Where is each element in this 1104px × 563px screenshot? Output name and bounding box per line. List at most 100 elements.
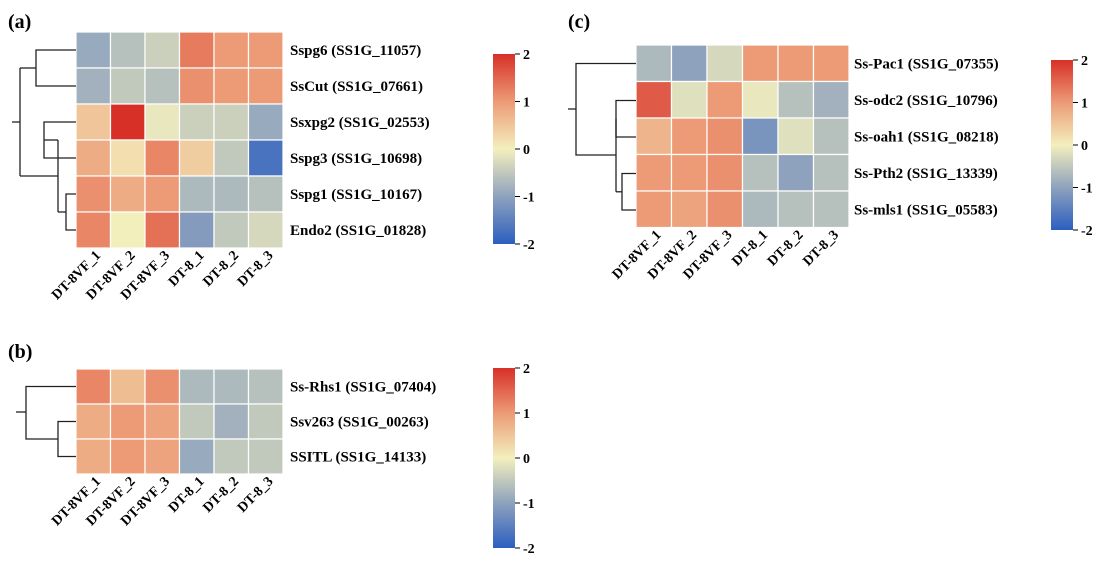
heatmap-cell	[178, 368, 215, 405]
colorbar	[493, 54, 515, 244]
heatmap-cell	[109, 103, 146, 141]
column-label: DT-8_3	[235, 248, 277, 290]
heatmap-cell	[812, 153, 850, 192]
heatmap-cell	[247, 175, 284, 213]
heatmap-cell	[178, 31, 215, 69]
heatmap-cell	[213, 103, 250, 141]
heatmap-cell	[75, 368, 112, 405]
heatmap-cell	[635, 80, 673, 119]
heatmap-cell	[144, 175, 181, 213]
colorbar-tick-label: 2	[1081, 54, 1088, 69]
column-label: DT-8_2	[765, 228, 807, 270]
panel-label: (b)	[8, 341, 32, 363]
heatmap-cell	[178, 103, 215, 141]
row-label: Sspg3 (SS1G_10698)	[290, 151, 422, 167]
heatmap-cell	[777, 190, 815, 229]
heatmap-cell	[812, 80, 850, 119]
heatmap-cell	[777, 80, 815, 119]
heatmap-cell	[109, 403, 146, 440]
row-label: Ss-Pth2 (SS1G_13339)	[854, 166, 998, 182]
heatmap-cell	[635, 190, 673, 229]
row-label: SSITL (SS1G_14133)	[290, 450, 426, 466]
heatmap-cell	[178, 211, 215, 249]
colorbar-tick-label: -1	[523, 497, 535, 512]
heatmap-cell	[213, 31, 250, 69]
heatmap-cell	[213, 438, 250, 475]
colorbar-tick-label: 1	[523, 407, 530, 422]
heatmap-cell	[144, 403, 181, 440]
heatmap-cell	[178, 175, 215, 213]
heatmap-cell	[144, 139, 181, 177]
dendrogram-branch	[57, 420, 76, 458]
heatmap-cell	[144, 103, 181, 141]
heatmap-cell	[144, 67, 181, 105]
heatmap-cell	[741, 44, 779, 83]
dendrogram-branch	[35, 49, 76, 87]
heatmap-cell	[670, 80, 708, 119]
heatmap-cell	[109, 139, 146, 177]
colorbar-tick-label: 0	[523, 452, 530, 467]
heatmap-cell	[812, 44, 850, 83]
heatmap-cell	[178, 403, 215, 440]
heatmap-cell	[635, 153, 673, 192]
heatmap-cell	[741, 80, 779, 119]
row-label: Sspg6 (SS1G_11057)	[290, 43, 421, 59]
heatmap-cell	[247, 139, 284, 177]
heatmap-panel-1: (b) Ss-Rhs1 (SS1G_07404) Ssv263 (SS1G_0026…	[8, 341, 535, 557]
colorbar	[493, 368, 515, 548]
heatmap-cell	[812, 190, 850, 229]
column-label: DT-8_1	[166, 248, 208, 290]
heatmap-cell	[144, 31, 181, 69]
colorbar-tick-label: -2	[523, 542, 535, 557]
heatmap-cell	[670, 117, 708, 156]
heatmap-cell	[670, 44, 708, 83]
heatmap-cell	[213, 403, 250, 440]
colorbar-tick-label: 0	[1081, 139, 1088, 154]
heatmap-cell	[741, 153, 779, 192]
heatmap-cell	[706, 117, 744, 156]
heatmap-cell	[706, 80, 744, 119]
row-label: Ss-odc2 (SS1G_10796)	[854, 93, 998, 109]
heatmap-panel-0: (a) Sspg6 (SS1G_11057) SsCut (SS1G_07661) S…	[8, 11, 535, 303]
heatmap-cell	[706, 153, 744, 192]
heatmap-cell	[706, 44, 744, 83]
heatmap-cell	[247, 31, 284, 69]
heatmap-cell	[109, 175, 146, 213]
colorbar-tick-label: -2	[523, 238, 535, 253]
column-label: DT-8_3	[800, 228, 842, 270]
heatmap-cell	[75, 103, 112, 141]
row-label: Ss-oah1 (SS1G_08218)	[854, 129, 999, 145]
heatmap-cell	[213, 139, 250, 177]
row-label: Ss-Rhs1 (SS1G_07404)	[290, 380, 436, 396]
row-label: Ssv263 (SS1G_00263)	[290, 415, 429, 431]
heatmap-cell	[777, 117, 815, 156]
heatmap-cell	[741, 190, 779, 229]
heatmap-cell	[109, 368, 146, 405]
heatmap-cell	[75, 438, 112, 475]
heatmap-panel-2: (c) Ss-Pac1 (SS1G_07355) Ss-odc2 (SS1G_107…	[568, 11, 1093, 283]
heatmap-cell	[109, 438, 146, 475]
dendrogram-branch	[615, 99, 636, 138]
heatmap-cell	[635, 44, 673, 83]
dendrogram-branch	[621, 172, 636, 211]
colorbar-tick-label: 1	[1081, 97, 1088, 112]
row-label: Sspg1 (SS1G_10167)	[290, 187, 422, 203]
column-label: DT-8_1	[729, 228, 771, 270]
colorbar-tick-label: 2	[523, 48, 530, 63]
heatmap-cell	[213, 67, 250, 105]
heatmap-cell	[178, 438, 215, 475]
heatmap-cell	[109, 31, 146, 69]
column-label: DT-8_3	[235, 474, 277, 516]
heatmap-cell	[247, 103, 284, 141]
heatmap-cell	[109, 211, 146, 249]
heatmap-cell	[213, 368, 250, 405]
row-label: Ssxpg2 (SS1G_02553)	[290, 115, 430, 131]
row-label: Ss-mls1 (SS1G_05583)	[854, 202, 998, 218]
heatmap-cell	[670, 190, 708, 229]
dendrogram-branch	[65, 193, 76, 231]
panel-label: (c)	[568, 11, 590, 33]
heatmap-cell	[75, 211, 112, 249]
heatmap-cell	[706, 190, 744, 229]
heatmap-cell	[75, 31, 112, 69]
heatmap-cell	[144, 211, 181, 249]
